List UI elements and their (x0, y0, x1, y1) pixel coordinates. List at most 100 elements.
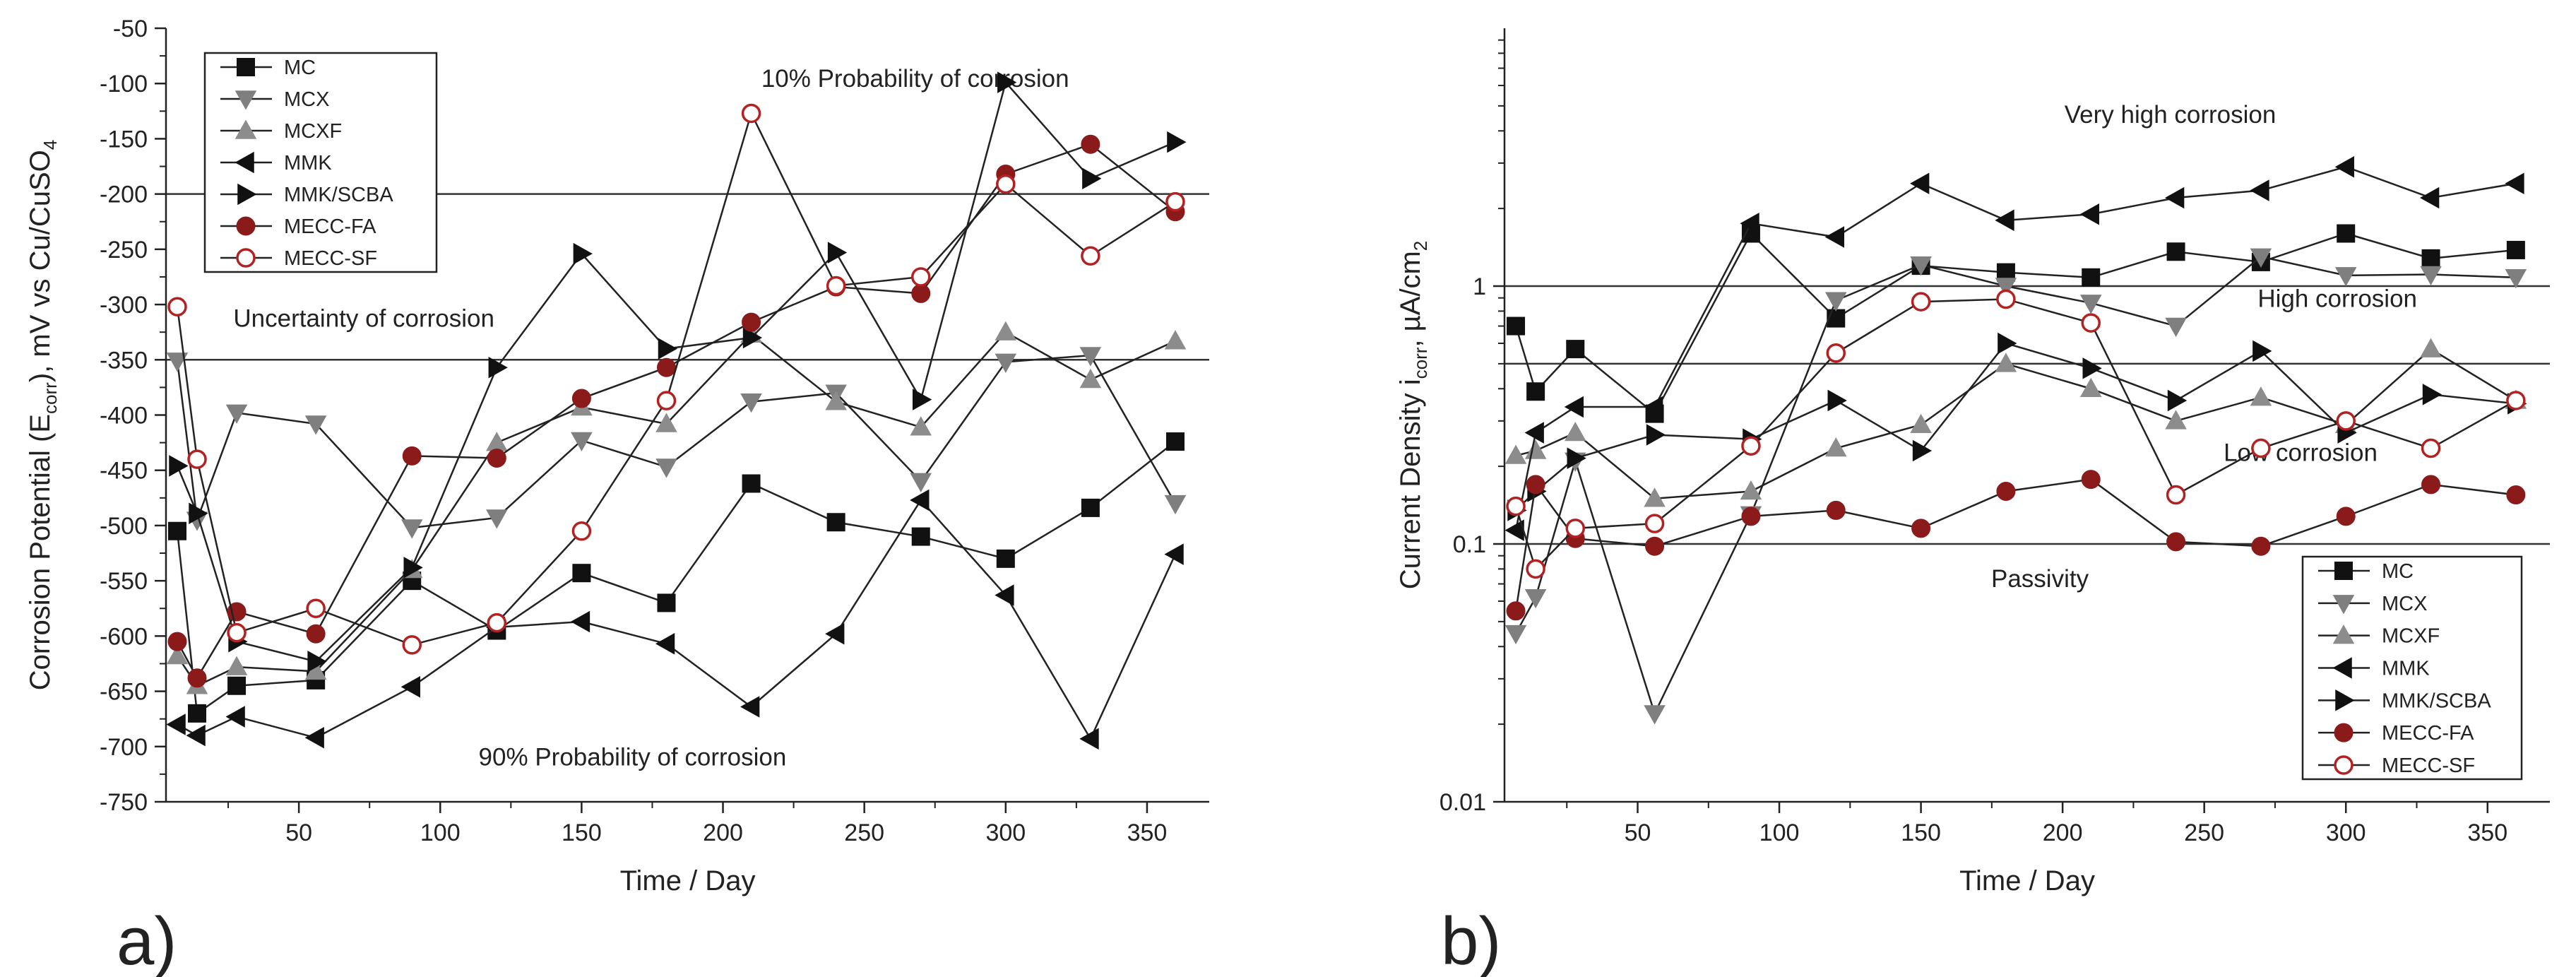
legend: MC MCX MCXF MMK MMK/SCBA MECC-FA MECC-SF (203, 52, 438, 273)
data-point-mmk (655, 633, 675, 655)
data-point-mecc-fa (487, 449, 506, 468)
data-point-mmk (2334, 155, 2354, 178)
data-point-mmk-scba (189, 502, 208, 525)
x-tick-label: 350 (2467, 819, 2507, 846)
y-tick-label: -600 (100, 623, 148, 650)
y-tick-label: -450 (100, 458, 148, 485)
series-line-mcx (176, 354, 1177, 529)
data-point-mecc-fa (1506, 601, 1526, 621)
legend-label: MC (284, 57, 316, 79)
data-point-mecc-fa (2506, 485, 2526, 505)
data-point-mc (2166, 242, 2185, 261)
data-point-mmk (1079, 728, 1099, 750)
x-tick-label: 300 (2326, 819, 2366, 846)
data-point-mmk (400, 676, 420, 698)
reference-lines: Very high corrosion High corrosion Low cor… (1504, 101, 2550, 593)
data-point-mmk-scba (1167, 131, 1187, 153)
y-axis-label: Current Density icorr, µA/cm2 (1395, 241, 1431, 590)
data-point-mecc-sf (1996, 289, 2016, 309)
data-point-mc (1526, 382, 1545, 401)
data-point-mcx (1524, 589, 1547, 609)
data-point-mecc-sf (996, 174, 1016, 194)
data-point-mcx (1644, 705, 1666, 725)
legend-entry-mecc-fa: MECC-FA (220, 215, 376, 238)
series-mecc-fa (1506, 470, 2526, 621)
series-mecc-sf (1506, 289, 2526, 579)
data-point-mcx (2079, 295, 2102, 314)
data-point-mmk (1564, 396, 1584, 418)
x-axis-label: Time / Day (620, 865, 756, 896)
zone-label-uncertainty-of-corrosion: Uncertainty of corrosion (233, 304, 494, 332)
data-point-mecc-fa (2336, 507, 2356, 526)
series-line-mc (176, 441, 1176, 716)
data-point-mcxf (225, 656, 248, 675)
x-tick-label: 200 (703, 819, 743, 846)
y-axis-label-part: Corrosion Potential (E (25, 414, 56, 690)
data-point-mecc-sf (571, 521, 592, 541)
y-axis-label-part: 4 (40, 140, 61, 150)
data-point-mecc-fa (1826, 500, 1846, 520)
legend-label: MECC-SF (284, 247, 377, 270)
data-point-mcx (486, 509, 508, 529)
y-tick-label: -400 (100, 403, 148, 430)
legend-marker-mecc-sf (2334, 755, 2354, 775)
data-point-mmk-scba (827, 242, 848, 264)
data-point-mcx (1824, 292, 1847, 312)
data-point-mecc-sf (1644, 514, 1665, 533)
y-tick-label: -300 (100, 292, 148, 319)
data-point-mmk (1910, 172, 1930, 195)
panel-b-current-density: Very high corrosion High corrosion Low cor… (1395, 28, 2550, 977)
data-point-mc (2421, 249, 2440, 268)
data-point-mcxf (910, 416, 932, 436)
data-point-mecc-sf (227, 622, 247, 643)
data-point-mecc-fa (911, 283, 931, 303)
data-point-mecc-fa (306, 624, 326, 644)
legend-label: MCX (284, 88, 329, 111)
data-point-mmk (2165, 186, 2185, 209)
legend-marker-mcxf (2332, 624, 2355, 644)
data-point-mc (1566, 340, 1585, 359)
legend-marker-mmk-scba (2335, 689, 2355, 711)
legend-marker-mc (2334, 562, 2353, 580)
x-ticks: 50 100 150 200 250 300 350 (227, 802, 1168, 846)
legend-marker-mcxf (235, 119, 257, 139)
data-point-mecc-sf (2336, 411, 2356, 431)
data-point-mecc-sf (2506, 391, 2526, 410)
series-mecc-sf (167, 103, 1185, 655)
panel-a-corrosion-potential: 10% Probability of corrosion Uncertainty … (25, 16, 1209, 977)
data-point-mmk (1995, 209, 2014, 232)
x-tick-label: 50 (285, 819, 312, 846)
legend-label: MECC-SF (2382, 754, 2475, 777)
legend-entry-mcx: MCX (220, 88, 329, 111)
data-point-mecc-fa (1741, 507, 1761, 526)
data-point-mmk (2079, 203, 2099, 225)
series-line-mcx (1514, 256, 2516, 716)
x-tick-label: 350 (1127, 819, 1168, 846)
legend-marker-mmk-scba (237, 183, 257, 206)
data-point-mcxf (655, 413, 677, 432)
zone-label-90-probability-of-corrosion: 90% Probability of corrosion (479, 743, 787, 771)
data-point-mmk (1644, 396, 1663, 418)
legend-label: MCXF (2382, 625, 2440, 648)
data-point-mmk (1164, 543, 1184, 565)
legend-label: MMK/SCBA (284, 184, 393, 206)
data-point-mcxf (1504, 444, 1527, 464)
legend: MC MCX MCXF MMK MMK/SCBA MECC-FA MECC-SF (2301, 555, 2523, 781)
data-point-mmk-scba (742, 326, 763, 349)
data-point-mmk-scba (997, 71, 1017, 93)
legend-entry-mcxf: MCXF (2318, 624, 2440, 648)
y-tick-label: -350 (100, 347, 148, 374)
legend-entry-mmk: MMK (2318, 657, 2430, 680)
zone-label-10-probability-of-corrosion: 10% Probability of corrosion (761, 65, 1069, 93)
x-tick-label: 100 (420, 819, 461, 846)
series-group (1504, 155, 2527, 725)
axes: 50 100 150 200 250 300 350 0.01 0.1 1 (1440, 28, 2550, 846)
data-point-mc (996, 549, 1015, 568)
data-point-mmk (1524, 422, 1544, 444)
y-tick-label: -250 (100, 237, 148, 264)
data-point-mmk-scba (1567, 447, 1586, 469)
data-point-mc (911, 527, 930, 546)
y-axis-label-part: , µA/cm (1395, 251, 1426, 347)
legend-marker-mmk (2332, 657, 2352, 679)
zone-label-very-high-corrosion: Very high corrosion (2065, 101, 2277, 129)
